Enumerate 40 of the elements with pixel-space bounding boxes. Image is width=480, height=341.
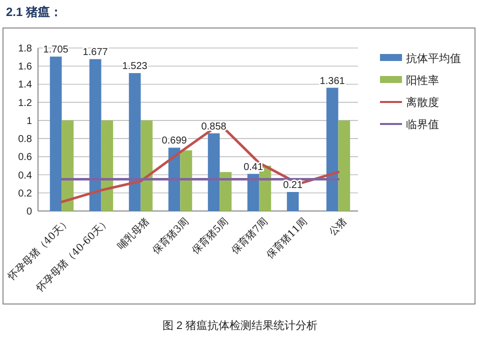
- data-label: 1.677: [82, 47, 108, 58]
- data-label: 1.523: [122, 61, 148, 72]
- bar: [140, 120, 153, 211]
- caption: 图 2 猪瘟抗体检测结果统计分析: [162, 319, 318, 332]
- y-tick-label: 1.8: [18, 44, 32, 54]
- legend-label: 临界值: [406, 118, 439, 131]
- bar: [286, 192, 299, 211]
- y-tick-label: 1.2: [18, 98, 32, 109]
- data-label: 0.21: [283, 180, 303, 191]
- y-tick-label: 0.4: [18, 170, 32, 182]
- y-tick-label: 0.6: [18, 152, 32, 164]
- bar: [247, 174, 260, 211]
- x-tick-label: 哺乳母猪: [115, 216, 152, 252]
- x-tick-label: 保育猪5周: [190, 216, 231, 257]
- bar: [128, 73, 141, 211]
- x-tick-label: 保育猪3周: [150, 216, 192, 257]
- x-tick-label: 公猪: [326, 216, 350, 238]
- y-tick-label: 1.6: [18, 62, 32, 73]
- legend-label: 离散度: [406, 96, 439, 109]
- y-tick-label: 0.2: [18, 188, 32, 200]
- bar: [180, 150, 192, 211]
- bar: [338, 120, 350, 211]
- bar: [101, 120, 114, 211]
- data-label: 1.361: [320, 76, 346, 87]
- bar: [50, 56, 62, 211]
- bar: [89, 59, 102, 211]
- data-label: 1.705: [43, 44, 69, 56]
- legend-label: 阳性率: [406, 74, 439, 87]
- bar: [168, 148, 180, 211]
- bar: [220, 172, 232, 211]
- y-tick-label: 0: [26, 206, 32, 218]
- data-label: 0.699: [162, 136, 188, 147]
- y-tick-label: 1: [26, 116, 32, 127]
- y-tick-label: 0.8: [18, 134, 32, 146]
- y-tick-label: 1.4: [18, 80, 32, 91]
- legend-label: 抗体平均值: [406, 52, 461, 65]
- bar: [62, 120, 74, 211]
- bar: [326, 88, 338, 211]
- bar: [208, 133, 220, 211]
- chart-title: 2.1 猪瘟：: [6, 5, 62, 19]
